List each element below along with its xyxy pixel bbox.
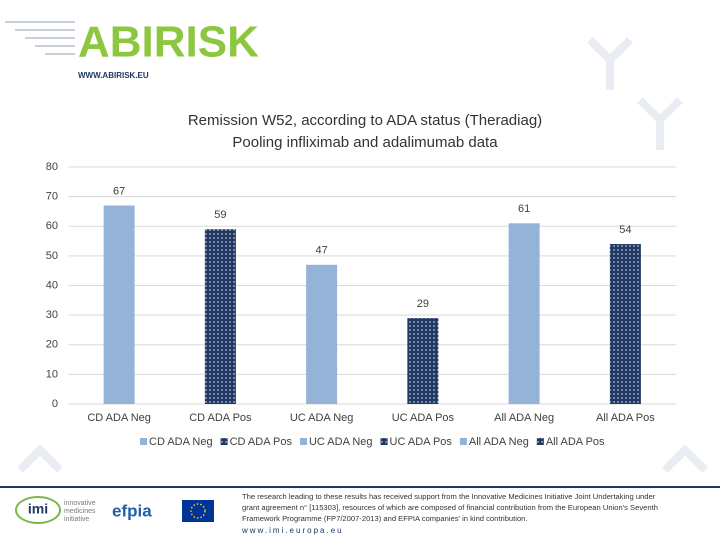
legend-swatch-texture [380, 438, 388, 445]
legend-label: All ADA Neg [469, 436, 529, 448]
y-tick-label: 40 [46, 279, 58, 291]
x-tick-label: All ADA Pos [596, 412, 655, 424]
website: www.imi.europa.eu [241, 526, 344, 535]
imi-name: initiative [64, 516, 89, 523]
y-tick-label: 30 [46, 309, 58, 321]
y-tick-label: 80 [46, 161, 58, 173]
eu-flag [182, 500, 214, 522]
acknowledgement: grant agreement n° [115303], resources o… [242, 503, 658, 512]
legend-swatch [299, 438, 307, 445]
bar-texture [204, 229, 236, 404]
bar [103, 205, 135, 404]
y-tick-label: 60 [46, 220, 58, 232]
bar-texture [609, 244, 641, 404]
efpia-logo: efpia [112, 501, 152, 520]
imi-logo: imi [28, 501, 48, 517]
legend-label: UC ADA Neg [309, 436, 373, 448]
x-tick-label: All ADA Neg [494, 412, 554, 424]
legend-swatch [459, 438, 467, 445]
chart-title: Remission W52, according to ADA status (… [188, 112, 542, 129]
y-tick-label: 10 [46, 368, 58, 380]
x-tick-label: UC ADA Neg [290, 412, 354, 424]
legend-swatch [140, 438, 147, 445]
decorations [17, 37, 708, 473]
y-tick-label: 0 [52, 398, 58, 410]
logo: ABIRISK [78, 18, 259, 67]
chart-subtitle: Pooling infliximab and adalimumab data [232, 134, 498, 151]
data-label: 54 [619, 224, 631, 236]
y-tick-label: 50 [46, 250, 58, 262]
x-tick-label: UC ADA Pos [392, 412, 455, 424]
imi-logo-ring [15, 496, 61, 524]
data-label: 67 [113, 185, 125, 197]
acknowledgement: Framework Programme (FP7/2007-2013) and … [242, 514, 528, 523]
legend-label: CD ADA Pos [230, 436, 293, 448]
data-label: 29 [417, 298, 429, 310]
legend-swatch-texture [536, 438, 544, 445]
logo-url: WWW.ABIRISK.EU [78, 71, 149, 80]
imi-name: medicines [64, 508, 96, 515]
x-tick-label: CD ADA Pos [189, 412, 252, 424]
bar [306, 264, 338, 404]
header-lines [5, 21, 75, 55]
y-tick-label: 70 [46, 191, 58, 203]
data-label: 47 [316, 245, 328, 257]
x-tick-label: CD ADA Neg [87, 412, 151, 424]
bar [508, 223, 540, 404]
eu-stars [190, 503, 206, 519]
bar-texture [407, 318, 439, 404]
legend-label: UC ADA Pos [390, 436, 453, 448]
y-tick-label: 20 [46, 339, 58, 351]
data-label: 59 [214, 209, 226, 221]
data-label: 61 [518, 203, 530, 215]
legend-label: All ADA Pos [546, 436, 605, 448]
imi-name: innovative [64, 500, 96, 507]
chart: 0 10 20 30 40 50 60 70 80 CD ADA Neg 67 CD ADA Pos 5… [46, 161, 676, 448]
acknowledgement: The research leading to these results ha… [242, 492, 656, 501]
legend-label: CD ADA Neg [149, 436, 213, 448]
legend-swatch-texture [220, 438, 228, 445]
